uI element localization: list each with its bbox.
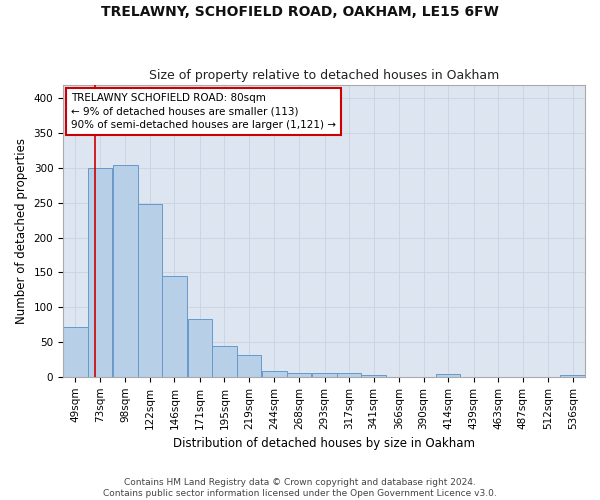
Bar [137, 204, 162, 377]
Bar [63, 326, 88, 377]
Text: Contains HM Land Registry data © Crown copyright and database right 2024.
Contai: Contains HM Land Registry data © Crown c… [103, 478, 497, 498]
Y-axis label: Number of detached properties: Number of detached properties [15, 138, 28, 324]
Bar [287, 372, 311, 377]
Bar [212, 346, 236, 377]
Text: TRELAWNY, SCHOFIELD ROAD, OAKHAM, LE15 6FW: TRELAWNY, SCHOFIELD ROAD, OAKHAM, LE15 6… [101, 5, 499, 19]
Bar [162, 276, 187, 377]
Bar [88, 168, 112, 377]
Bar [113, 166, 137, 377]
Bar [262, 370, 287, 377]
Bar [236, 354, 261, 377]
Bar [436, 374, 460, 377]
Bar [361, 374, 386, 377]
Bar [560, 374, 585, 377]
Bar [312, 372, 337, 377]
Title: Size of property relative to detached houses in Oakham: Size of property relative to detached ho… [149, 69, 499, 82]
X-axis label: Distribution of detached houses by size in Oakham: Distribution of detached houses by size … [173, 437, 475, 450]
Text: TRELAWNY SCHOFIELD ROAD: 80sqm
← 9% of detached houses are smaller (113)
90% of : TRELAWNY SCHOFIELD ROAD: 80sqm ← 9% of d… [71, 94, 336, 130]
Bar [188, 319, 212, 377]
Bar [337, 372, 361, 377]
